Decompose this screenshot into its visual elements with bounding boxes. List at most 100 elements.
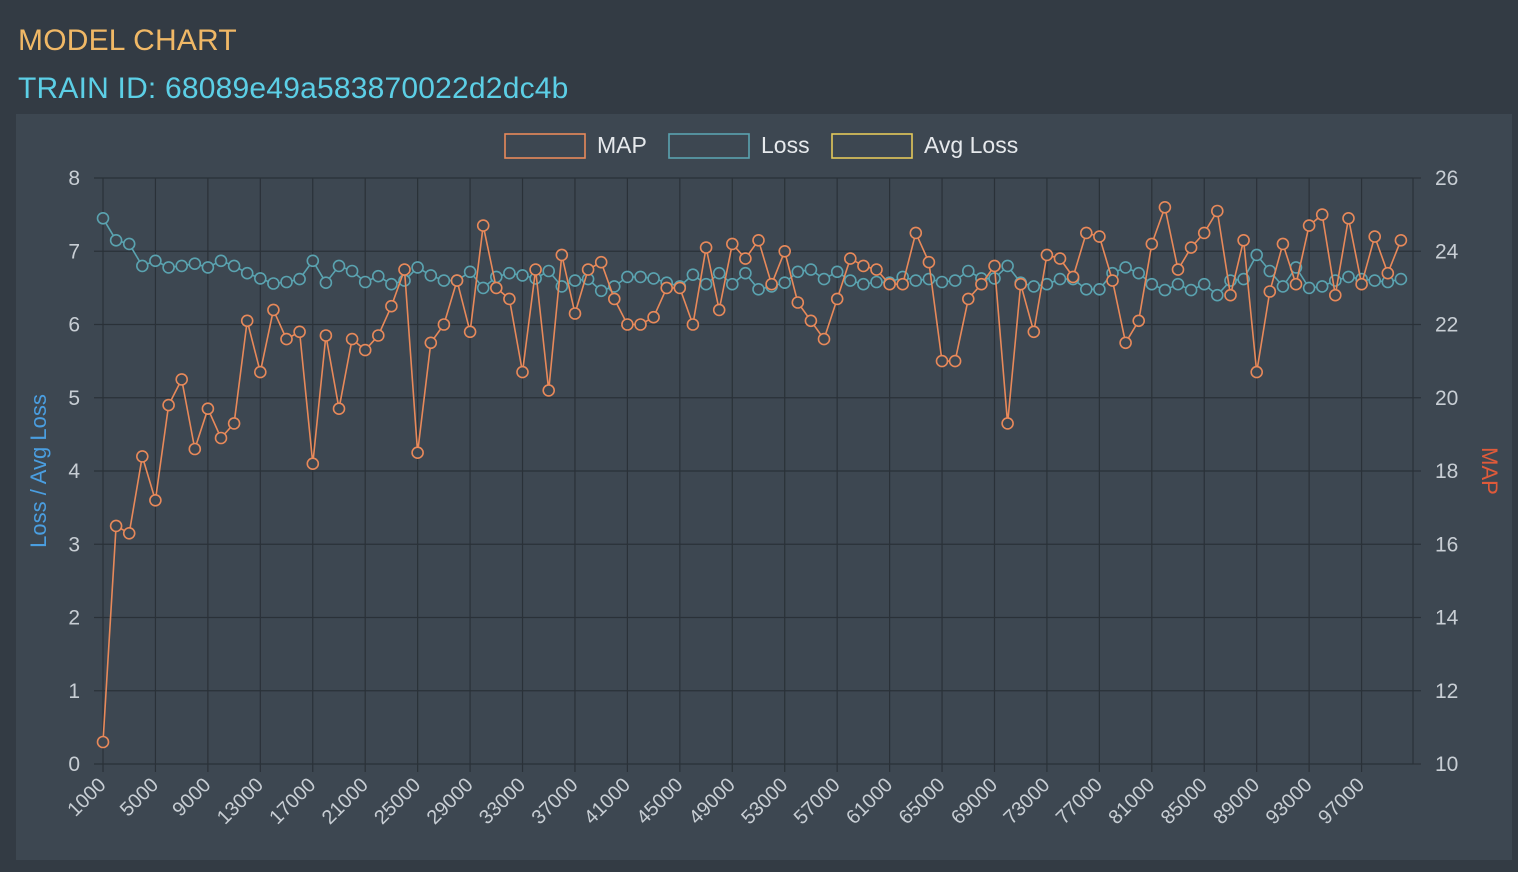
data-point-map[interactable] <box>240 314 254 328</box>
data-point-map[interactable] <box>1014 277 1028 291</box>
data-point-loss[interactable] <box>1315 280 1329 293</box>
data-point-map[interactable] <box>712 303 726 317</box>
data-point-loss[interactable] <box>1237 272 1250 286</box>
data-point-map[interactable] <box>817 332 831 346</box>
data-point-loss[interactable] <box>1080 283 1093 296</box>
data-point-loss[interactable] <box>909 274 923 287</box>
data-point-map[interactable] <box>398 263 411 276</box>
data-point-map[interactable] <box>267 303 280 317</box>
data-point-map[interactable] <box>739 252 752 265</box>
data-point-loss[interactable] <box>752 283 765 296</box>
data-point-loss[interactable] <box>463 265 477 279</box>
data-point-loss[interactable] <box>306 254 320 268</box>
data-point-map[interactable] <box>463 325 477 339</box>
data-point-loss[interactable] <box>948 274 962 287</box>
data-point-map[interactable] <box>1237 234 1250 247</box>
data-point-map[interactable] <box>1171 263 1185 276</box>
data-point-loss[interactable] <box>621 270 634 284</box>
data-point-loss[interactable] <box>817 272 831 286</box>
data-point-map[interactable] <box>503 292 516 306</box>
data-point-map[interactable] <box>1381 266 1395 280</box>
data-point-loss[interactable] <box>1276 280 1290 293</box>
data-point-map[interactable] <box>96 735 110 749</box>
data-point-map[interactable] <box>686 318 700 331</box>
legend-swatch-loss[interactable] <box>668 133 750 159</box>
data-point-map[interactable] <box>345 332 359 346</box>
data-point-loss[interactable] <box>857 277 870 291</box>
data-point-loss[interactable] <box>1119 261 1132 274</box>
data-point-loss[interactable] <box>293 272 306 286</box>
data-point-loss[interactable] <box>332 259 346 273</box>
data-point-map[interactable] <box>1211 204 1224 218</box>
data-point-map[interactable] <box>1053 252 1067 265</box>
data-point-map[interactable] <box>162 398 175 412</box>
data-point-map[interactable] <box>516 365 529 379</box>
data-point-map[interactable] <box>1080 226 1093 240</box>
data-point-map[interactable] <box>830 292 844 306</box>
data-point-map[interactable] <box>1276 237 1290 251</box>
data-point-map[interactable] <box>870 263 883 276</box>
data-point-loss[interactable] <box>935 275 949 289</box>
data-point-loss[interactable] <box>686 268 700 281</box>
legend-swatch-map[interactable] <box>504 133 586 159</box>
data-point-loss[interactable] <box>122 237 136 251</box>
data-point-loss[interactable] <box>961 264 975 278</box>
data-point-map[interactable] <box>371 329 385 342</box>
data-point-map[interactable] <box>1158 201 1172 214</box>
data-point-loss[interactable] <box>267 277 280 290</box>
data-point-loss[interactable] <box>778 276 792 289</box>
data-point-map[interactable] <box>581 263 595 276</box>
data-point-map[interactable] <box>791 296 805 309</box>
data-point-map[interactable] <box>280 332 293 346</box>
data-point-map[interactable] <box>175 373 188 386</box>
data-point-map[interactable] <box>122 526 136 540</box>
data-point-loss[interactable] <box>843 274 857 287</box>
data-point-map[interactable] <box>319 329 333 342</box>
chart-legend[interactable]: MAP Loss Avg Loss <box>504 132 1018 159</box>
data-point-map[interactable] <box>1315 208 1329 221</box>
data-point-map[interactable] <box>778 245 792 258</box>
data-point-loss[interactable] <box>149 254 162 268</box>
data-point-map[interactable] <box>450 274 464 287</box>
data-point-loss[interactable] <box>1027 280 1041 293</box>
data-point-map[interactable] <box>476 219 490 232</box>
data-point-map[interactable] <box>1066 270 1080 284</box>
data-point-map[interactable] <box>1093 230 1106 243</box>
data-point-loss[interactable] <box>96 212 110 225</box>
data-point-loss[interactable] <box>214 254 228 268</box>
data-point-map[interactable] <box>1001 417 1014 430</box>
data-point-map[interactable] <box>542 384 556 397</box>
data-point-loss[interactable] <box>411 261 424 274</box>
data-point-loss[interactable] <box>1184 283 1198 297</box>
data-point-loss[interactable] <box>1171 277 1185 291</box>
data-point-loss[interactable] <box>280 275 293 289</box>
data-point-map[interactable] <box>765 277 778 291</box>
data-point-map[interactable] <box>725 237 739 251</box>
data-point-loss[interactable] <box>830 265 844 279</box>
data-point-loss[interactable] <box>725 277 739 291</box>
data-point-map[interactable] <box>188 442 202 456</box>
data-point-map[interactable] <box>896 277 910 291</box>
data-point-map[interactable] <box>1145 237 1159 251</box>
data-point-map[interactable] <box>1197 226 1211 240</box>
data-point-map[interactable] <box>1263 285 1277 298</box>
data-point-loss[interactable] <box>1132 266 1145 280</box>
data-point-map[interactable] <box>647 310 660 324</box>
data-point-map[interactable] <box>660 281 674 295</box>
data-point-map[interactable] <box>1250 365 1263 379</box>
data-point-map[interactable] <box>1119 336 1132 350</box>
data-point-map[interactable] <box>385 299 398 313</box>
data-point-map[interactable] <box>254 365 267 379</box>
data-point-loss[interactable] <box>437 274 451 287</box>
data-point-loss[interactable] <box>476 281 490 295</box>
data-point-loss[interactable] <box>188 257 202 270</box>
data-point-loss[interactable] <box>1211 288 1224 302</box>
data-point-map[interactable] <box>1289 277 1303 291</box>
data-point-loss[interactable] <box>516 269 529 282</box>
data-point-map[interactable] <box>149 493 162 507</box>
data-point-map[interactable] <box>201 402 215 416</box>
data-point-loss[interactable] <box>1368 274 1381 287</box>
data-point-loss[interactable] <box>503 266 516 280</box>
data-point-map[interactable] <box>1329 288 1342 302</box>
data-point-map[interactable] <box>752 234 765 247</box>
